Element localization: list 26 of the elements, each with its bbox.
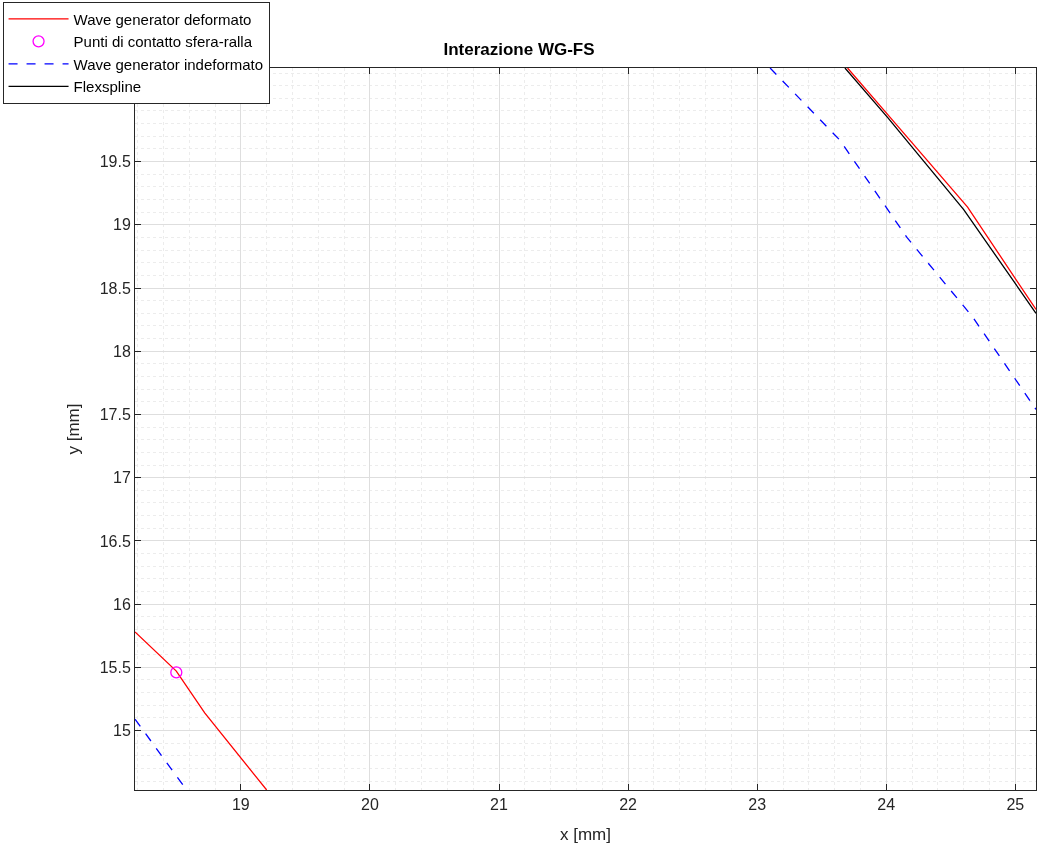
legend-label: Wave generator indeformato — [73, 55, 264, 73]
legend-label: Punti di contatto sfera-ralla — [73, 33, 253, 51]
y-tick-label: 17.5 — [99, 406, 131, 424]
y-tick-label: 18.5 — [99, 279, 131, 297]
chart-title: Interazione WG-FS — [443, 40, 595, 59]
legend-label: Wave generator deformato — [73, 10, 252, 28]
x-tick-label: 25 — [1006, 796, 1025, 814]
y-tick-label: 15.5 — [99, 658, 131, 676]
y-tick-label: 19.5 — [99, 153, 131, 171]
line-series — [135, 631, 268, 790]
x-tick-label: 22 — [619, 796, 638, 814]
x-tick-label: 24 — [877, 796, 896, 814]
y-tick-label: 15 — [113, 722, 131, 740]
y-tick-label: 18 — [113, 342, 131, 360]
x-tick-label: 23 — [748, 796, 767, 814]
y-tick-label: 17 — [113, 469, 131, 487]
y-tick-label: 16.5 — [99, 532, 131, 550]
y-tick-label: 19 — [113, 216, 131, 234]
line-series — [769, 68, 1036, 411]
legend-label: Flexspline — [73, 78, 142, 96]
x-tick-label: 20 — [361, 796, 379, 814]
x-tick-label: 21 — [490, 796, 509, 814]
y-tick-label: 16 — [113, 595, 131, 613]
y-axis-title: y [mm] — [64, 403, 84, 455]
x-tick-label: 19 — [231, 796, 250, 814]
x-axis-title: x [mm] — [560, 824, 611, 844]
